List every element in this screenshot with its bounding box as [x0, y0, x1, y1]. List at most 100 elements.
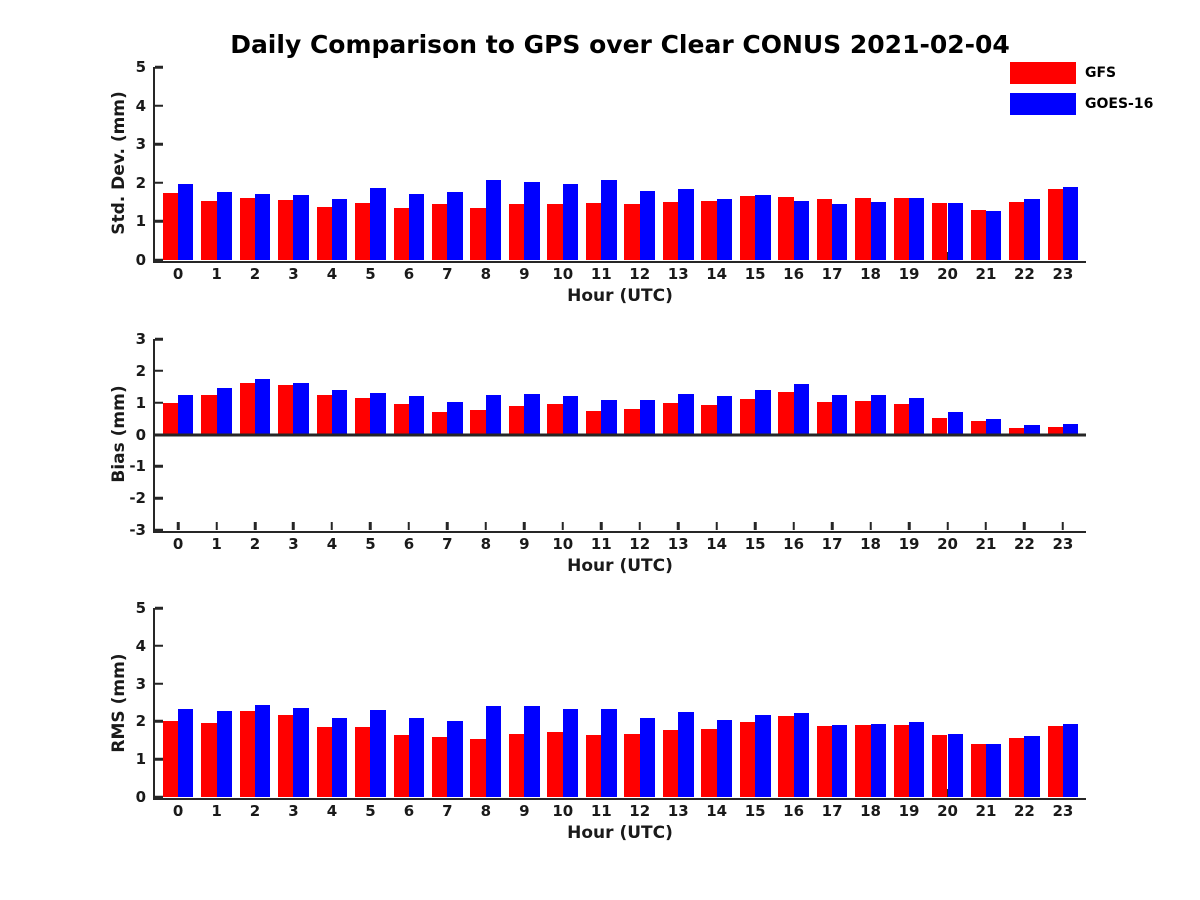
bar-goes-16-hour-18	[870, 395, 886, 435]
x-tick-label: 2	[249, 535, 261, 553]
bar-gfs-hour-21	[970, 743, 986, 797]
x-tick-label: 5	[365, 802, 376, 820]
x-tick-label: 13	[667, 535, 689, 553]
x-tick-label: 3	[288, 265, 299, 283]
x-tick-label: 7	[442, 802, 453, 820]
bar-goes-16-hour-8	[485, 395, 502, 435]
bar-gfs-hour-18	[855, 725, 871, 797]
x-tick-label: 9	[519, 535, 530, 553]
x-tick-label: 2	[249, 802, 261, 820]
bar-gfs-hour-23	[1047, 426, 1063, 435]
x-tick-mark	[1023, 522, 1026, 530]
bar-goes-16-hour-8	[485, 706, 502, 797]
bar-goes-16-hour-4	[331, 199, 348, 260]
bar-goes-16-hour-18	[870, 724, 886, 797]
y-tick-mark	[155, 104, 163, 107]
x-tick-label: 15	[744, 535, 766, 553]
y-tick-label: 2	[135, 712, 146, 731]
bar-gfs-hour-7	[431, 204, 448, 260]
bar-goes-16-hour-5	[370, 187, 386, 260]
x-tick-label: 6	[403, 802, 415, 820]
bar-gfs-hour-5	[355, 397, 371, 435]
y-tick-label: 1	[135, 393, 146, 412]
bar-gfs-hour-19	[893, 725, 910, 797]
x-tick-label: 8	[480, 802, 492, 820]
bar-gfs-hour-22	[1009, 201, 1025, 260]
x-tick-label: 18	[860, 802, 881, 820]
bar-goes-16-hour-7	[447, 721, 463, 797]
bar-gfs-hour-4	[316, 206, 332, 260]
bar-gfs-hour-22	[1009, 738, 1025, 797]
bar-gfs-hour-16	[778, 391, 794, 435]
y-tick-mark	[155, 433, 163, 436]
bar-gfs-hour-17	[816, 402, 833, 435]
bar-goes-16-hour-21	[985, 744, 1002, 797]
x-tick-label: 14	[706, 535, 728, 553]
bar-gfs-hour-5	[355, 203, 371, 260]
x-tick-mark	[330, 522, 334, 530]
bar-gfs-hour-11	[585, 411, 602, 435]
x-tick-mark	[292, 522, 295, 530]
bar-gfs-hour-1	[201, 723, 217, 797]
x-tick-label: 19	[898, 802, 920, 820]
bar-goes-16-hour-2	[255, 379, 271, 435]
bar-goes-16-hour-23	[1062, 423, 1079, 435]
bar-gfs-hour-20	[932, 202, 948, 260]
bar-gfs-hour-12	[624, 204, 640, 260]
bar-goes-16-hour-7	[447, 192, 463, 260]
bar-goes-16-hour-5	[370, 393, 386, 435]
bar-goes-16-hour-6	[408, 718, 425, 797]
x-axis-label-bias: Hour (UTC)	[567, 556, 673, 576]
bar-goes-16-hour-2	[255, 193, 271, 260]
x-tick-label: 12	[629, 802, 651, 820]
bar-gfs-hour-17	[816, 199, 833, 260]
bar-gfs-hour-0	[162, 402, 179, 435]
y-tick-label: 3	[135, 674, 146, 693]
bar-gfs-hour-7	[431, 736, 448, 797]
x-tick-label: 23	[1052, 265, 1074, 283]
bar-gfs-hour-23	[1047, 188, 1063, 260]
bar-goes-16-hour-18	[870, 202, 886, 260]
y-tick-label: 2	[135, 361, 146, 380]
x-tick-label: 10	[552, 265, 574, 283]
bar-goes-16-hour-3	[293, 708, 309, 797]
bar-goes-16-hour-16	[793, 200, 809, 260]
y-tick-mark	[155, 220, 163, 223]
y-tick-mark	[155, 795, 163, 799]
bar-goes-16-hour-21	[985, 419, 1002, 435]
y-tick-label: 2	[135, 173, 146, 192]
bar-goes-16-hour-0	[178, 395, 194, 435]
bar-goes-16-hour-14	[716, 396, 733, 435]
x-tick-label: 11	[590, 802, 612, 820]
y-tick-label: 5	[135, 599, 146, 617]
y-tick-label: 0	[135, 425, 146, 444]
bar-goes-16-hour-19	[909, 398, 925, 435]
y-tick-mark	[155, 757, 163, 761]
y-axis-label-stddev: Std. Dev. (mm)	[109, 91, 129, 235]
y-tick-label: -3	[129, 521, 146, 539]
y-tick-label: 5	[135, 58, 146, 76]
y-tick-mark	[155, 369, 163, 373]
x-tick-label: 17	[821, 802, 843, 820]
y-tick-mark	[155, 720, 163, 723]
x-tick-mark	[1061, 522, 1065, 530]
bar-goes-16-hour-17	[832, 724, 848, 797]
x-tick-mark	[369, 522, 372, 530]
bar-goes-16-hour-12	[639, 399, 656, 435]
bar-gfs-hour-5	[355, 727, 371, 797]
x-tick-label: 20	[937, 265, 958, 283]
x-axis-label-stddev: Hour (UTC)	[567, 286, 673, 306]
x-tick-mark	[792, 522, 795, 530]
x-tick-label: 4	[326, 535, 338, 553]
bar-goes-16-hour-23	[1062, 724, 1079, 797]
y-tick-label: 3	[135, 135, 146, 154]
bar-gfs-hour-15	[739, 196, 756, 260]
x-tick-mark	[907, 522, 911, 530]
bar-goes-16-hour-4	[331, 389, 348, 435]
bar-goes-16-hour-19	[909, 198, 925, 260]
y-tick-label: 1	[135, 750, 146, 769]
plot-area-stddev	[152, 67, 1086, 263]
x-tick-label: 18	[860, 535, 881, 553]
legend-label-gfs: GFS	[1085, 65, 1117, 81]
bar-gfs-hour-6	[393, 735, 409, 797]
